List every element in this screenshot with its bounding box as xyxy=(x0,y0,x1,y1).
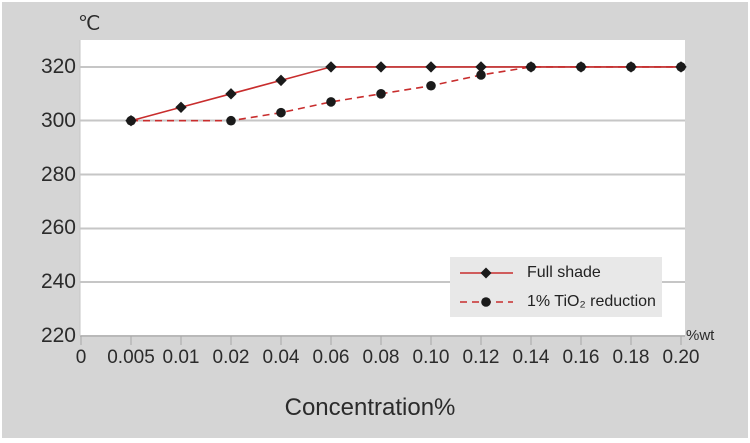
x-tick-label: 0 xyxy=(75,347,87,368)
y-axis-unit-label: ℃ xyxy=(78,13,101,35)
y-tick-label: 220 xyxy=(40,324,76,347)
circle-marker xyxy=(226,115,236,126)
legend-item: Full shade xyxy=(450,258,662,287)
diamond-marker xyxy=(375,61,387,73)
x-tick-label: 0.01 xyxy=(162,347,200,368)
diamond-marker xyxy=(675,61,687,73)
diamond-marker xyxy=(275,74,287,87)
y-tick-label: 240 xyxy=(40,270,76,294)
circle-marker xyxy=(426,80,436,91)
legend: Full shade 1% TiO₂ reduction xyxy=(450,257,662,317)
legend-label: 1% TiO₂ reduction xyxy=(527,292,656,310)
diamond-marker xyxy=(125,115,137,127)
x-tick-label: 0.20 xyxy=(662,347,700,368)
x-tick-label: 0.005 xyxy=(107,347,155,368)
diamond-marker xyxy=(325,61,337,73)
x-axis-title: Concentration% xyxy=(284,394,456,421)
circle-marker xyxy=(326,97,336,107)
legend-diamond-line-icon xyxy=(460,267,513,278)
x-tick-label: 0.18 xyxy=(612,347,650,368)
legend-item: 1% TiO₂ reduction xyxy=(450,287,662,316)
series-line-solid xyxy=(130,66,681,122)
circle-marker xyxy=(376,89,386,99)
y-tick-label: 280 xyxy=(40,162,76,186)
diamond-marker xyxy=(625,61,637,73)
y-tick-label: 260 xyxy=(40,216,76,240)
x-tick-label: 0.10 xyxy=(412,347,450,368)
circle-marker xyxy=(276,107,286,118)
x-tick-label: 0.14 xyxy=(512,347,550,368)
diamond-marker xyxy=(475,61,487,73)
x-tick-label: 0.04 xyxy=(262,347,300,368)
x-tick-label: 0.06 xyxy=(312,347,350,368)
diamond-marker xyxy=(425,61,437,73)
diamond-marker xyxy=(525,61,537,73)
legend-circle-line-icon xyxy=(460,296,513,307)
x-tick-label: 0.16 xyxy=(562,347,600,368)
y-tick-label: 300 xyxy=(40,108,76,132)
diamond-marker xyxy=(175,101,187,113)
diamond-marker xyxy=(225,88,237,100)
y-tick-label: 320 xyxy=(40,54,76,78)
diamond-marker xyxy=(575,61,587,73)
x-tick-label: 0.08 xyxy=(362,347,400,368)
y-axis-labels: 220 240 260 280 300 320 xyxy=(16,0,76,443)
legend-label: Full shade xyxy=(527,263,601,281)
x-axis-unit-label: %wt xyxy=(686,327,715,344)
x-tick-label: 0.02 xyxy=(212,347,250,368)
x-tick-label: 0.12 xyxy=(462,347,500,368)
circle-marker xyxy=(476,70,486,80)
